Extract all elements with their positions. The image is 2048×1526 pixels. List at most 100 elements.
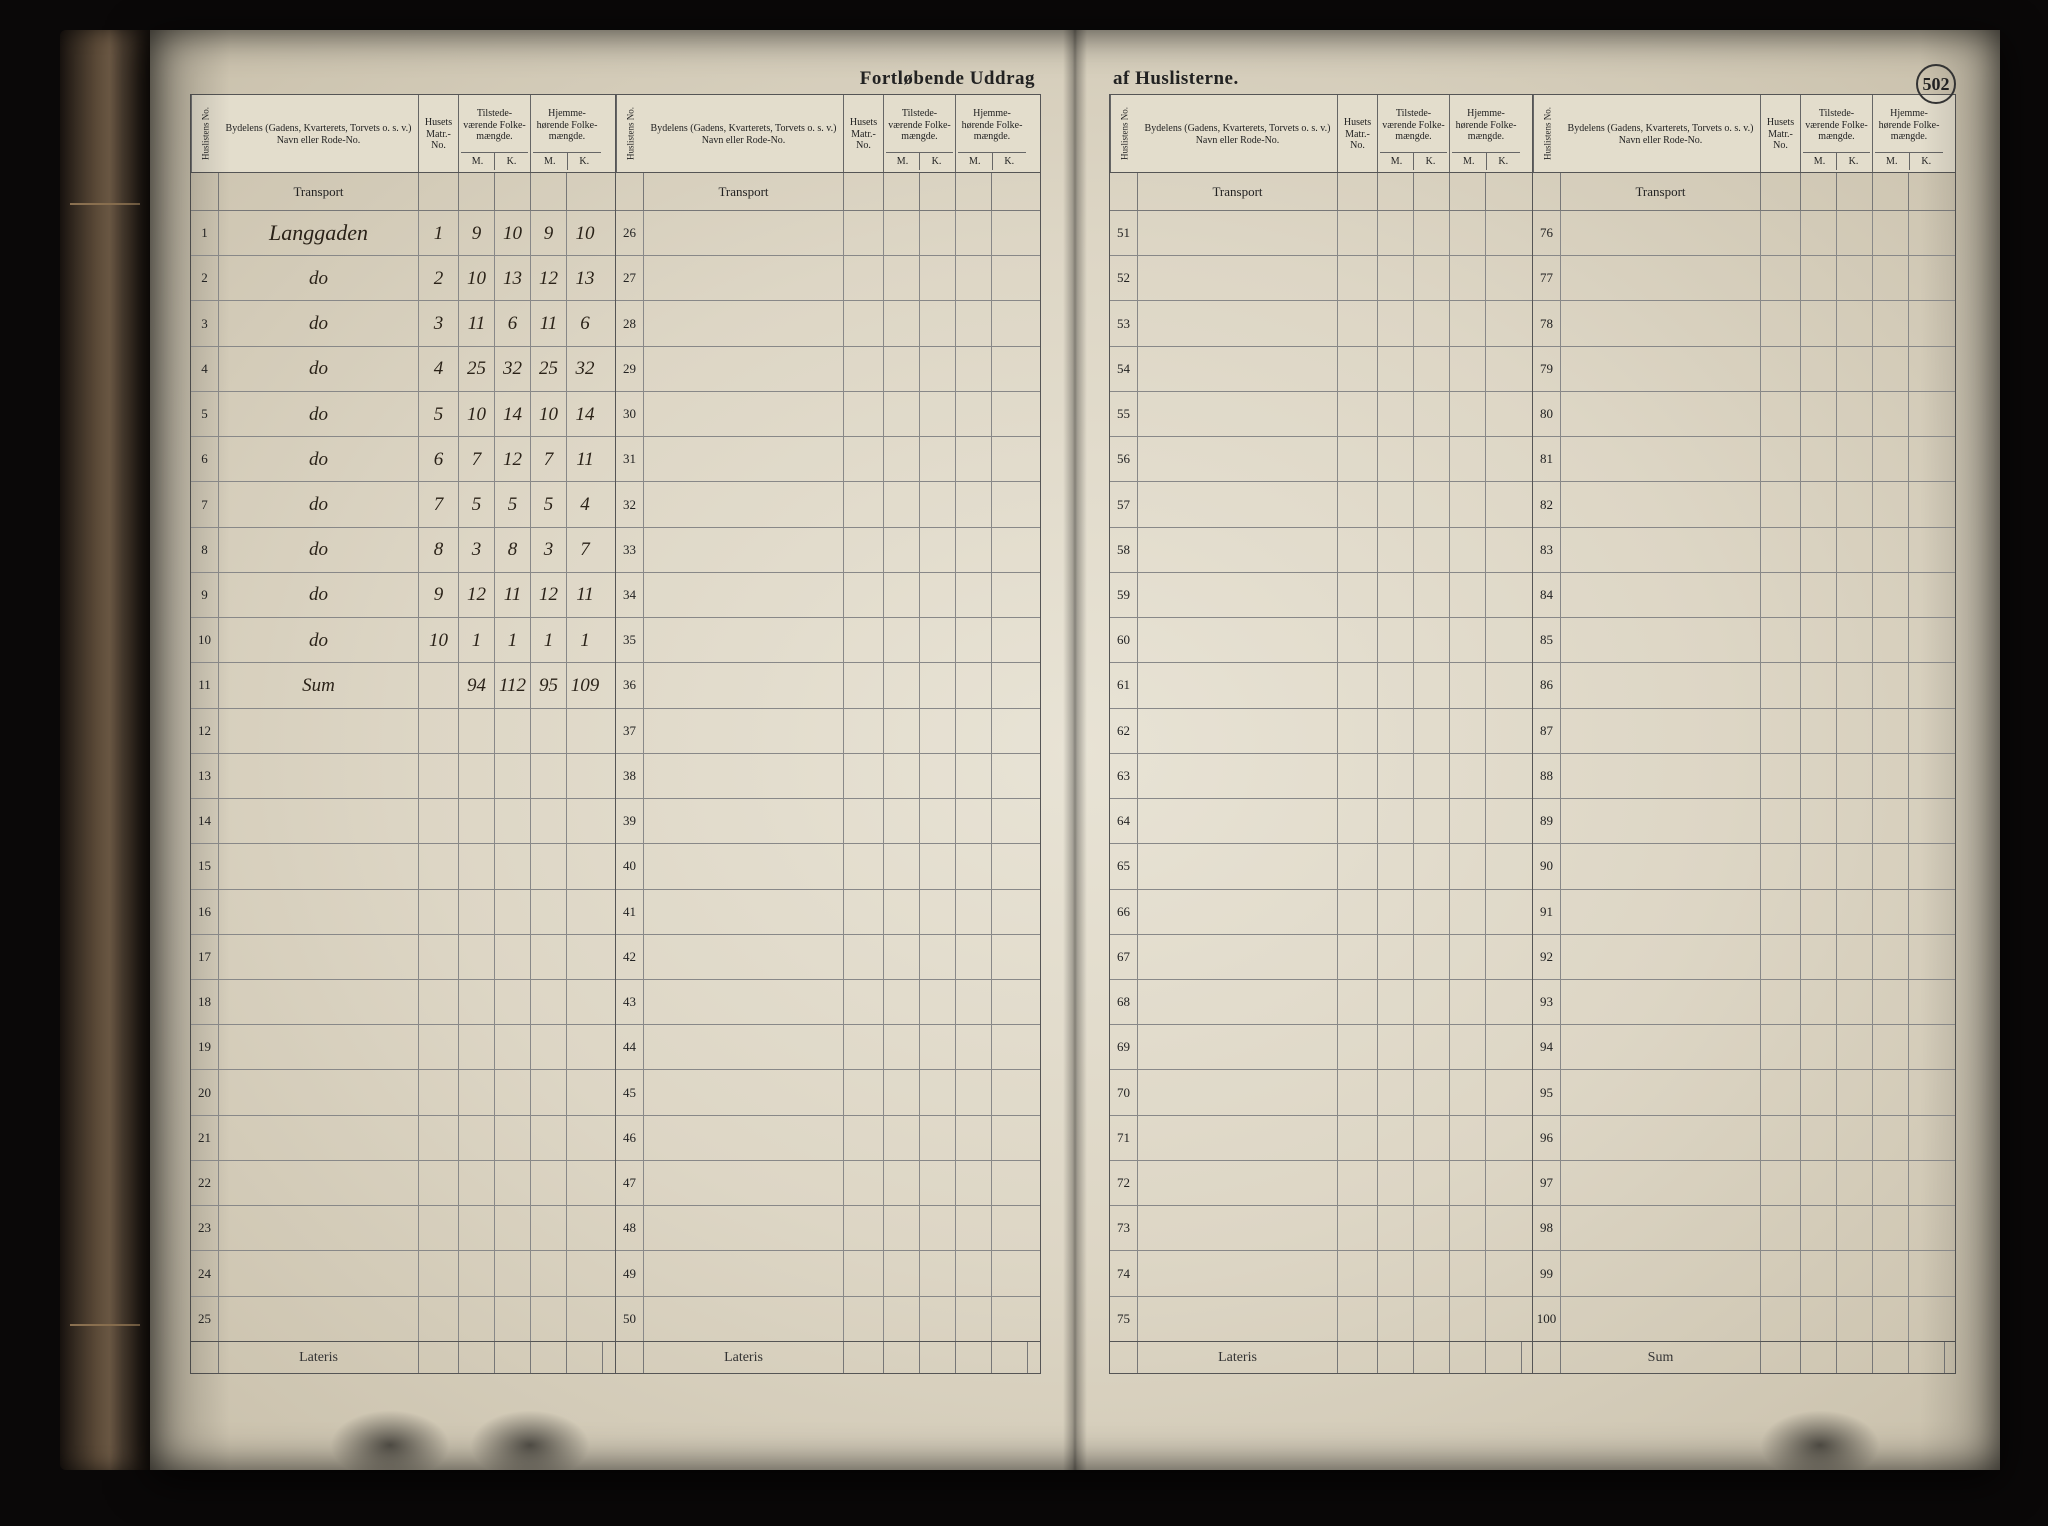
row-name — [219, 1251, 419, 1295]
row-resident-k — [567, 799, 603, 843]
row-present-m — [1801, 799, 1837, 843]
row-resident-m — [1873, 301, 1909, 345]
row-resident-m — [1450, 935, 1486, 979]
row-resident-k — [992, 1116, 1028, 1160]
row-present-m — [1801, 482, 1837, 526]
row-present-m — [1801, 437, 1837, 481]
row-number: 51 — [1110, 211, 1138, 255]
table-row: 87 — [1533, 709, 1955, 754]
row-resident-m — [1450, 980, 1486, 1024]
row-name — [644, 844, 844, 888]
table-row: 27 — [616, 256, 1040, 301]
row-matr — [844, 1206, 884, 1250]
row-present-m: 7 — [459, 437, 495, 481]
row-present-m — [884, 1161, 920, 1205]
row-present-k — [920, 437, 956, 481]
row-resident-k — [992, 980, 1028, 1024]
row-name — [219, 1161, 419, 1205]
row-resident-k — [1486, 844, 1522, 888]
row-resident-m — [1873, 1251, 1909, 1295]
row-resident-m — [531, 1297, 567, 1341]
row-number: 90 — [1533, 844, 1561, 888]
row-present-k — [1837, 1025, 1873, 1069]
row-present-m — [1378, 663, 1414, 707]
row-present-m — [459, 1025, 495, 1069]
col-name: Bydelens (Gadens, Kvarterets, Torvets o.… — [219, 95, 419, 172]
col-list-no: Huslistens No. — [1533, 95, 1561, 172]
row-resident-k — [992, 573, 1028, 617]
row-present-k — [1414, 890, 1450, 934]
row-present-k: 32 — [495, 347, 531, 391]
row-present-m: 9 — [459, 211, 495, 255]
col-present: Tilstede-værende Folke-mængde. M.K. — [1801, 95, 1873, 172]
col-name: Bydelens (Gadens, Kvarterets, Torvets o.… — [644, 95, 844, 172]
row-name — [1138, 1025, 1338, 1069]
row-resident-m — [1450, 347, 1486, 391]
page-title-left: Fortløbende Uddrag — [190, 68, 1041, 90]
row-number: 37 — [616, 709, 644, 753]
row-name — [1561, 1206, 1761, 1250]
col-list-no: Huslistens No. — [191, 95, 219, 172]
row-resident-k — [1909, 1025, 1945, 1069]
row-resident-k — [1486, 392, 1522, 436]
row-resident-m — [531, 754, 567, 798]
table-row: 21 — [191, 1116, 615, 1161]
row-number: 20 — [191, 1070, 219, 1114]
row-resident-m — [956, 437, 992, 481]
table-row: 9 do 9 12 11 12 11 — [191, 573, 615, 618]
table-row: 12 — [191, 709, 615, 754]
row-name: do — [219, 618, 419, 662]
table-row: 6 do 6 7 12 7 11 — [191, 437, 615, 482]
left-page: Fortløbende Uddrag Huslistens No. Bydele… — [150, 30, 1075, 1470]
row-name — [644, 437, 844, 481]
row-resident-k — [992, 1070, 1028, 1114]
row-present-k: 112 — [495, 663, 531, 707]
row-resident-k — [1909, 573, 1945, 617]
row-resident-k — [992, 437, 1028, 481]
row-number: 73 — [1110, 1206, 1138, 1250]
row-present-k — [495, 1297, 531, 1341]
row-present-m — [1801, 1251, 1837, 1295]
table-row: 10 do 10 1 1 1 1 — [191, 618, 615, 663]
row-present-m — [884, 1025, 920, 1069]
row-number: 28 — [616, 301, 644, 345]
row-matr — [419, 754, 459, 798]
row-number: 96 — [1533, 1116, 1561, 1160]
table-row: 62 — [1110, 709, 1532, 754]
table-row: 38 — [616, 754, 1040, 799]
row-number: 56 — [1110, 437, 1138, 481]
row-resident-m — [1450, 1297, 1486, 1341]
row-resident-k — [567, 1025, 603, 1069]
row-resident-k — [1909, 1251, 1945, 1295]
row-present-k — [1837, 754, 1873, 798]
row-name — [1138, 935, 1338, 979]
row-number: 50 — [616, 1297, 644, 1341]
row-name — [1138, 482, 1338, 526]
row-matr — [419, 1251, 459, 1295]
row-number: 47 — [616, 1161, 644, 1205]
section-header: Huslistens No. Bydelens (Gadens, Kvarter… — [1533, 95, 1955, 173]
row-matr — [844, 301, 884, 345]
row-number: 45 — [616, 1070, 644, 1114]
row-matr — [1761, 980, 1801, 1024]
row-resident-m — [1450, 1161, 1486, 1205]
row-matr — [1761, 347, 1801, 391]
row-name — [1561, 301, 1761, 345]
row-present-k — [920, 935, 956, 979]
row-number: 16 — [191, 890, 219, 934]
row-resident-k — [1909, 211, 1945, 255]
row-resident-m — [956, 980, 992, 1024]
row-name — [1138, 528, 1338, 572]
row-present-k — [495, 980, 531, 1024]
col-resident: Hjemme-hørende Folke-mængde. M.K. — [1873, 95, 1945, 172]
row-resident-m — [1450, 211, 1486, 255]
row-matr — [844, 709, 884, 753]
table-row: 15 — [191, 844, 615, 889]
row-present-k — [1837, 1206, 1873, 1250]
row-name — [644, 799, 844, 843]
row-present-k — [1414, 1070, 1450, 1114]
row-resident-m — [956, 482, 992, 526]
row-name — [1561, 1070, 1761, 1114]
table-row: 39 — [616, 799, 1040, 844]
row-number: 44 — [616, 1025, 644, 1069]
